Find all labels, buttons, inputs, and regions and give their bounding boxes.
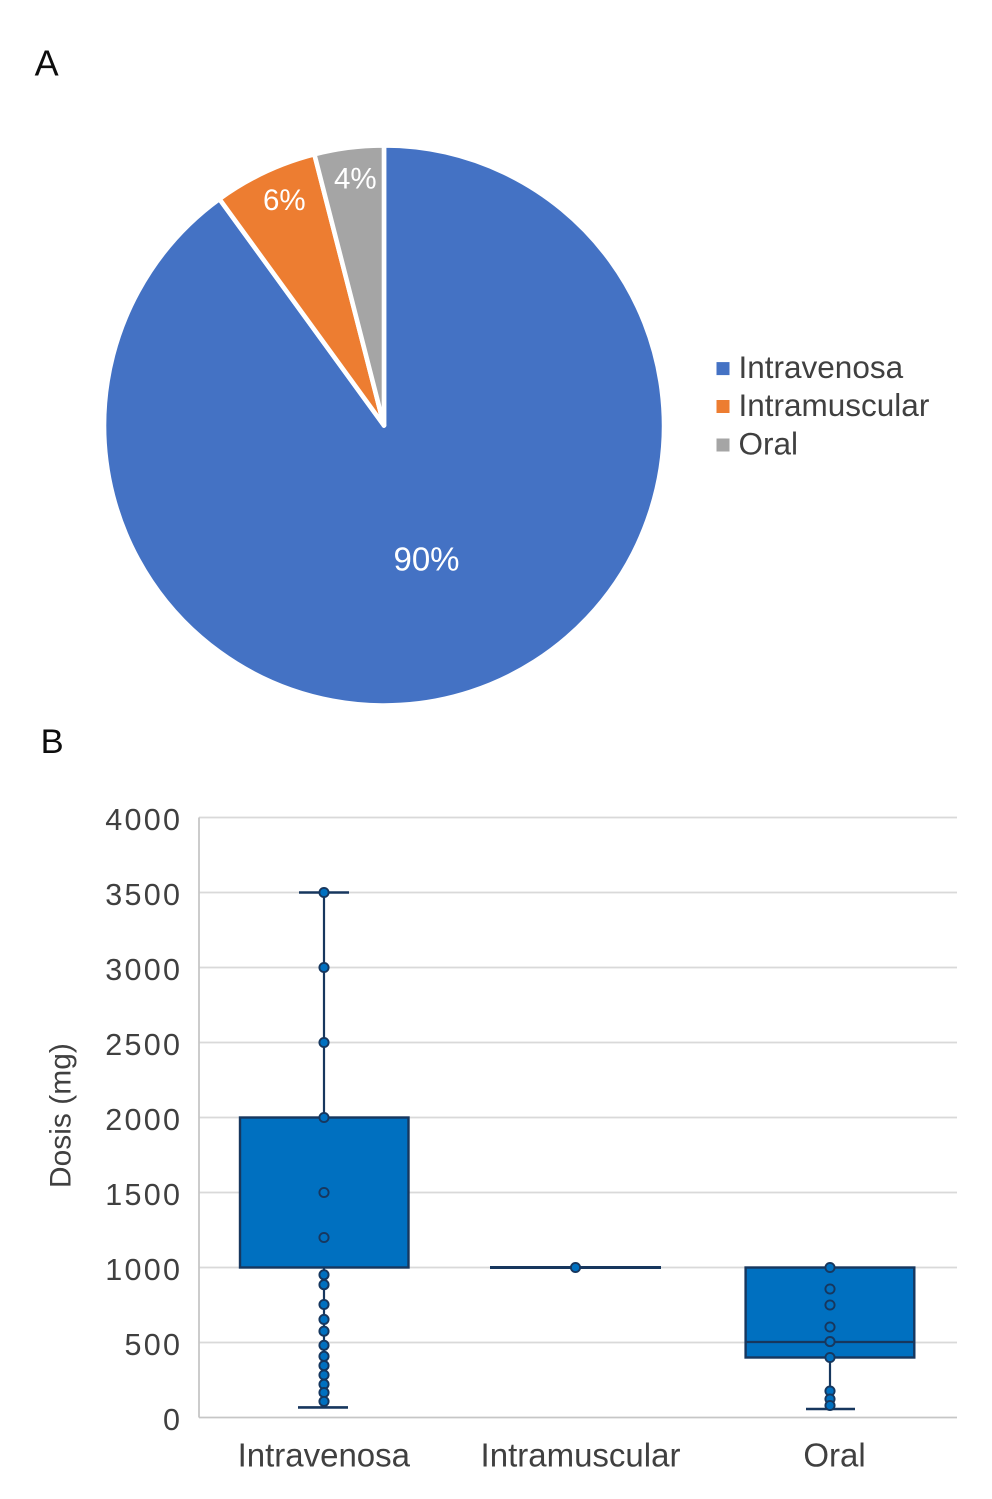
- svg-text:Oral: Oral: [803, 1436, 865, 1473]
- svg-text:Oral: Oral: [739, 426, 799, 462]
- svg-text:4000: 4000: [105, 803, 182, 837]
- svg-text:Intramuscular: Intramuscular: [481, 1436, 681, 1473]
- svg-text:A: A: [35, 42, 59, 83]
- svg-text:1500: 1500: [105, 1178, 182, 1212]
- svg-text:1000: 1000: [105, 1253, 182, 1287]
- svg-text:500: 500: [125, 1328, 183, 1362]
- svg-text:Intramuscular: Intramuscular: [739, 387, 930, 423]
- svg-text:90%: 90%: [393, 541, 459, 578]
- svg-text:B: B: [41, 723, 64, 761]
- svg-text:Intravenosa: Intravenosa: [739, 349, 904, 385]
- svg-text:Dosis (mg): Dosis (mg): [45, 1043, 78, 1188]
- svg-text:0: 0: [163, 1403, 182, 1437]
- svg-text:6%: 6%: [263, 184, 306, 217]
- svg-text:2500: 2500: [105, 1028, 182, 1062]
- svg-text:2000: 2000: [105, 1103, 182, 1137]
- svg-text:4%: 4%: [334, 162, 377, 195]
- svg-text:3000: 3000: [105, 953, 182, 987]
- svg-text:Intravenosa: Intravenosa: [238, 1436, 411, 1473]
- svg-text:3500: 3500: [105, 878, 182, 912]
